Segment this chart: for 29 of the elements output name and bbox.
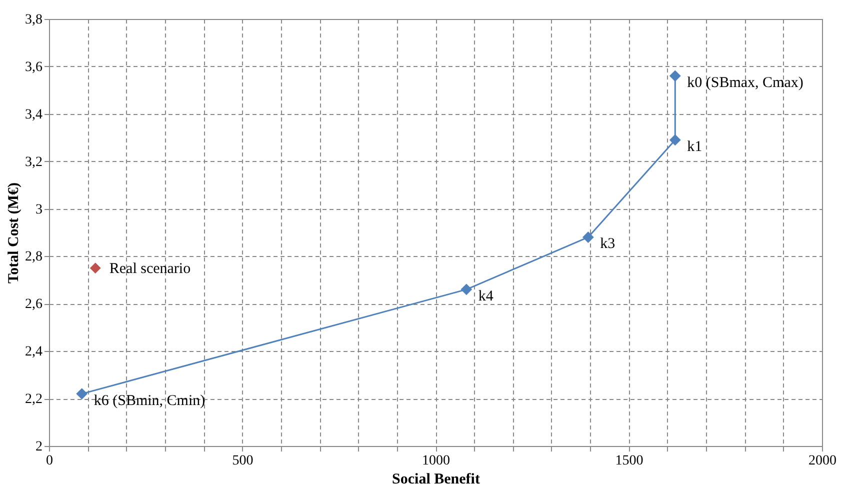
point (669, 134, 681, 146)
point (669, 70, 681, 82)
x-axis-title: Social Benefit (392, 472, 480, 488)
y-tick-label: 3,4 (25, 107, 42, 122)
point (460, 284, 472, 296)
annotation: k6 (SBmin, Cmin) (94, 392, 206, 409)
y-tick-label: 2,2 (25, 392, 42, 408)
y-tick-label: 2,4 (25, 344, 42, 360)
y-tick-label: 2 (36, 440, 42, 454)
point (89, 262, 102, 274)
x-tick-label: 1500 (615, 454, 644, 468)
x-tick-label: 0 (46, 454, 53, 468)
y-axis-title: Total Cost (M€) (6, 182, 22, 284)
annotation: k0 (SBmax, Cmax) (687, 74, 804, 91)
annotation: k3 (600, 236, 616, 252)
point (76, 388, 88, 400)
x-tick-label: 1000 (422, 454, 450, 468)
x-tick-label: 500 (232, 454, 254, 468)
y-tick-label: 2,6 (25, 297, 42, 312)
y-tick-label: 3 (36, 202, 42, 218)
y-tick-label: 3,6 (25, 60, 42, 75)
y-tick-label: 3,8 (25, 12, 42, 28)
series-label: Real scenario (109, 261, 191, 278)
annotation: k1 (687, 138, 702, 155)
point (582, 232, 594, 243)
x-tick-label: 2000 (808, 454, 836, 468)
y-tick-label: 2,8 (25, 250, 42, 265)
annotation: k4 (478, 288, 494, 304)
y-tick-label: 3,2 (25, 154, 42, 170)
